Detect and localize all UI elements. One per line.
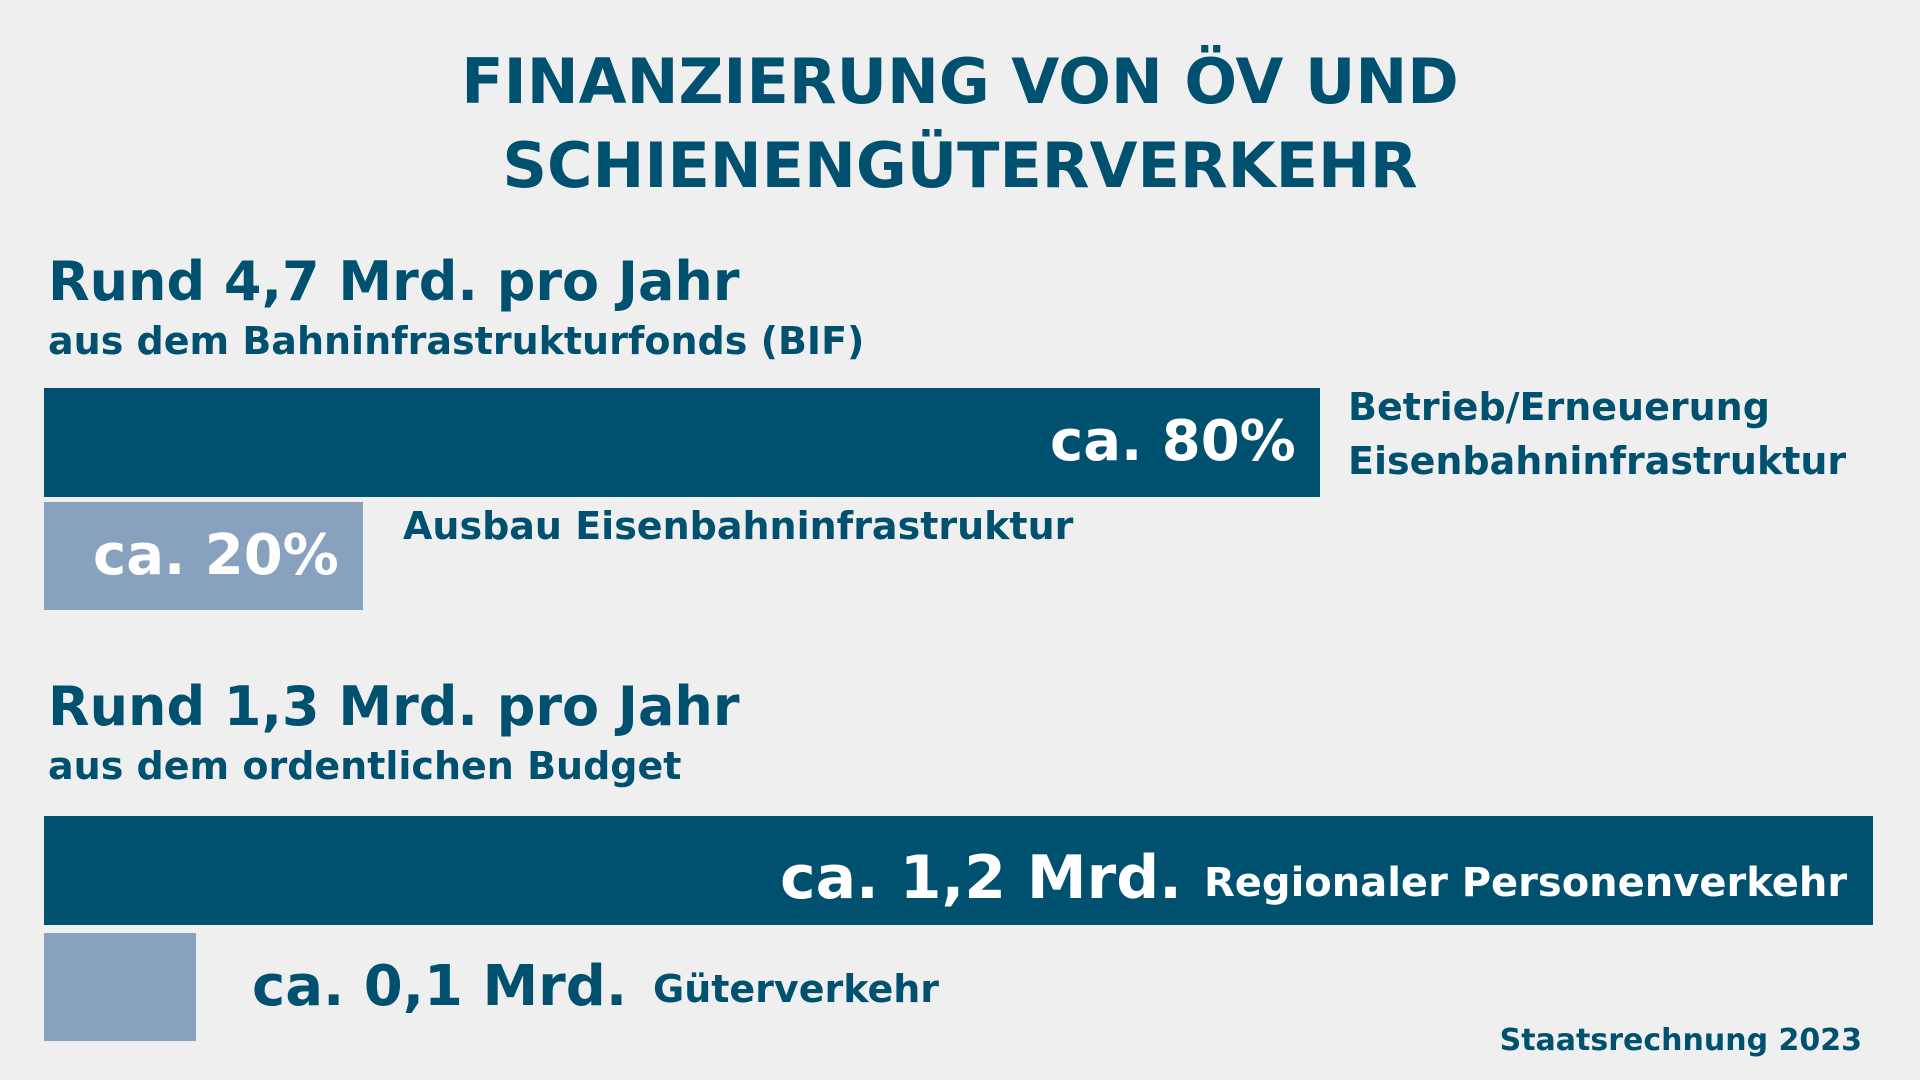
budget-subheading: aus dem ordentlichen Budget [48,744,682,788]
budget-heading: Rund 1,3 Mrd. pro Jahr [48,675,740,738]
bif-category-label-line-2: Eisenbahninfrastruktur [1348,439,1847,483]
bif-bar-betrieb-erneuerung [44,388,1320,497]
chart-title: FINANZIERUNG VON ÖV UND SCHIENENGÜTERVER… [0,40,1920,208]
bif-bar-ausbau [44,502,363,610]
bif-category-label-line-1: Betrieb/Erneuerung [1348,385,1770,429]
budget-bar-gueterverkehr [44,933,196,1041]
bif-subheading: aus dem Bahninfrastrukturfonds (BIF) [48,319,865,363]
source-note: Staatsrechnung 2023 [1499,1023,1862,1058]
bif-value-label-betrieb-erneuerung: ca. 80% [1050,409,1296,474]
chart-title-line-1: FINANZIERUNG VON ÖV UND [461,45,1459,118]
budget-category-label-gueterverkehr: Güterverkehr [653,967,940,1011]
budget-value-label-gueterverkehr: ca. 0,1 Mrd. [252,954,628,1019]
bif-value-label-ausbau: ca. 20% [93,523,339,588]
bif-category-label-betrieb-erneuerung: Betrieb/Erneuerung Eisenbahninfrastruktu… [1348,380,1846,488]
budget-value-label-regionaler-personenverkehr: ca. 1,2 Mrd. [780,843,1182,913]
budget-category-label-regionaler-personenverkehr: Regionaler Personenverkehr [1204,860,1848,906]
budget-bar-regionaler-personenverkehr [44,816,1873,925]
bif-category-label-ausbau: Ausbau Eisenbahninfrastruktur [403,504,1074,548]
bif-heading: Rund 4,7 Mrd. pro Jahr [48,250,740,313]
chart-title-line-2: SCHIENENGÜTERVERKEHR [502,129,1418,202]
